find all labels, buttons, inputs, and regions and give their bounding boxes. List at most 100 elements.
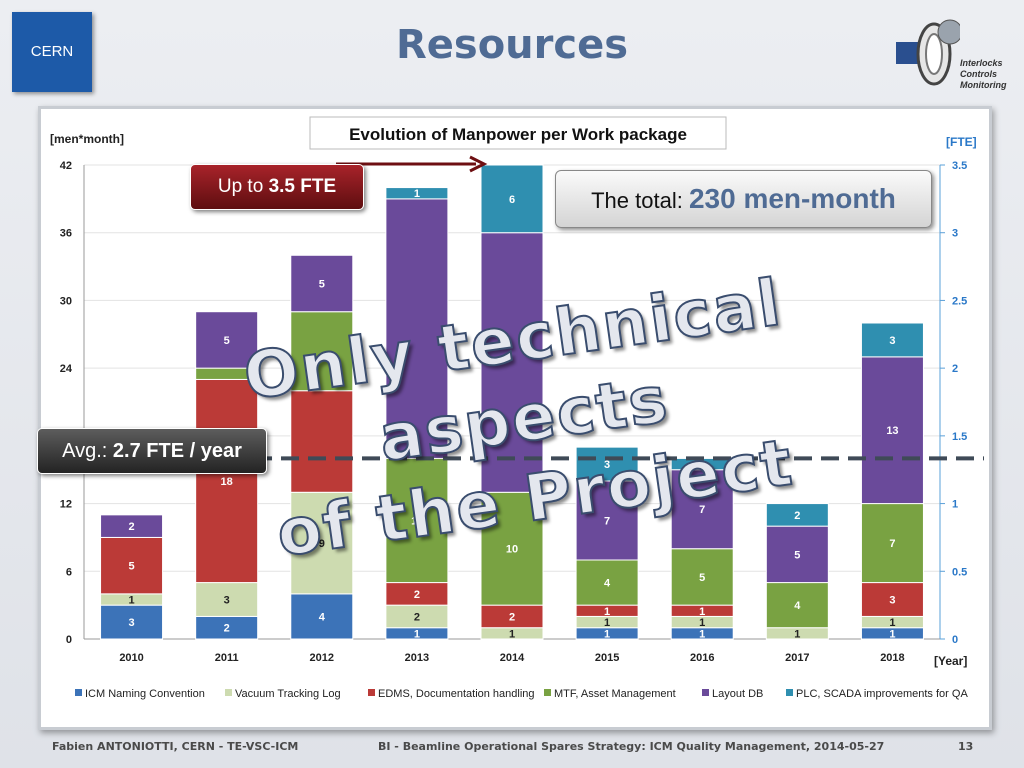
legend-label: PLC, SCADA improvements for QA (796, 688, 968, 700)
y2-tick-label: 3.5 (952, 160, 967, 172)
data-label: 1 (699, 628, 705, 640)
bar-segment (575, 480, 639, 561)
page-title: Resources (395, 22, 629, 68)
legend-label: EDMS, Documentation handling (378, 688, 535, 700)
footer-author: Fabien ANTONIOTTI, CERN - TE-VSC-ICM (52, 740, 299, 753)
y2-tick-label: 2 (952, 363, 958, 375)
data-label: 3 (889, 595, 895, 607)
x-tick-label: 2015 (595, 652, 619, 664)
data-label: 7 (699, 504, 705, 516)
cern-logo: CERN (12, 12, 92, 92)
chart-title-box (309, 116, 727, 150)
data-label: 1 (699, 606, 705, 618)
data-label: 4 (319, 611, 326, 623)
x-tick-label: 2013 (405, 652, 429, 664)
data-label: 6 (509, 194, 515, 206)
x-tick-label: 2018 (880, 652, 904, 664)
y-tick-label: 36 (60, 228, 72, 240)
bar-segment (290, 491, 354, 595)
legend-swatch (544, 689, 551, 696)
up-to-value: 3.5 FTE (268, 176, 337, 197)
data-label: 1 (604, 628, 610, 640)
data-label: 5 (319, 279, 325, 291)
y2-tick-label: 3 (952, 228, 958, 240)
y-tick-label: 30 (60, 295, 72, 307)
total-callout: The total: 230 men-month (555, 170, 932, 228)
y-tick-label: 42 (60, 160, 72, 172)
x-tick-label: 2014 (500, 652, 525, 664)
bar-segment (385, 187, 449, 200)
data-label: 2 (794, 510, 800, 522)
y2-tick-label: 1.5 (952, 431, 967, 443)
data-label: 7 (604, 516, 610, 528)
icm-logo-graphic (896, 19, 963, 86)
up-to-callout: Up to 3.5 FTE (190, 164, 364, 210)
y2-tick-label: 0.5 (952, 566, 967, 578)
bar-segment (575, 446, 639, 482)
data-label: 3 (604, 459, 610, 471)
y-axis-label: [men*month] (50, 132, 124, 146)
peak-arrow-head (469, 155, 488, 173)
data-label: 18 (221, 476, 233, 488)
data-label: 5 (794, 549, 800, 561)
total-value: 230 men-month (688, 183, 896, 214)
data-label: 2 (509, 611, 515, 623)
bar-segment (860, 356, 924, 505)
bar-segment (195, 311, 259, 369)
cern-logo-text: CERN (30, 43, 74, 60)
bar-segment (765, 503, 829, 527)
data-label: 1 (889, 617, 895, 629)
icm-logo-line-2: Controls (960, 69, 997, 79)
legend-label: Layout DB (712, 688, 763, 700)
data-label: 3 (224, 595, 230, 607)
chart-title: Evolution of Manpower per Work package (349, 125, 687, 144)
data-label: 1 (414, 188, 420, 200)
x-tick-label: 2011 (215, 652, 239, 664)
footer-presentation: BI - Beamline Operational Spares Strateg… (378, 740, 885, 753)
data-label: 1 (414, 628, 420, 640)
icm-logo: Interlocks Controls Monitoring (890, 14, 1010, 92)
bar-segment (290, 390, 354, 493)
page-number: 13 (958, 740, 974, 753)
legend-label: Vacuum Tracking Log (235, 688, 341, 700)
bar-segment (670, 548, 734, 606)
data-label: 1 (604, 617, 610, 629)
data-label: 13 (886, 425, 898, 437)
y-tick-label: 6 (66, 566, 72, 578)
x-tick-label: 2017 (785, 652, 809, 664)
bar-segment (100, 604, 164, 640)
legend-swatch (225, 689, 232, 696)
bar-segment (195, 378, 259, 584)
data-label: 1 (794, 628, 800, 640)
bar-segment (100, 514, 164, 538)
total-prefix: The total: (591, 188, 689, 213)
data-label: 5 (699, 572, 705, 584)
y-tick-label: 24 (60, 363, 73, 375)
data-label: 5 (224, 335, 230, 347)
up-to-prefix: Up to (217, 176, 269, 197)
data-label: 3 (889, 335, 895, 347)
y2-axis-label: [FTE] (946, 135, 977, 149)
data-label: 4 (794, 600, 801, 612)
avg-value: 2.7 FTE / year (112, 440, 242, 462)
data-label: 1 (699, 617, 705, 629)
y-tick-label: 0 (66, 634, 72, 646)
y2-tick-label: 0 (952, 634, 958, 646)
legend-swatch (75, 689, 82, 696)
data-label: 1 (604, 606, 610, 618)
data-label: 1 (699, 459, 705, 471)
data-label: 2 (128, 521, 134, 533)
y-tick-label: 12 (60, 499, 72, 511)
x-tick-label: 2010 (119, 652, 143, 664)
bar-segment (385, 457, 449, 584)
y2-tick-label: 2.5 (952, 295, 967, 307)
bar-segment (480, 164, 544, 234)
bar-segment (860, 322, 924, 358)
bar-segment (385, 198, 449, 459)
x-axis-label: [Year] (934, 654, 967, 668)
legend-swatch (786, 689, 793, 696)
x-tick-label: 2016 (690, 652, 714, 664)
bar-segment (100, 536, 164, 595)
icm-logo-line-3: Monitoring (960, 80, 1007, 90)
